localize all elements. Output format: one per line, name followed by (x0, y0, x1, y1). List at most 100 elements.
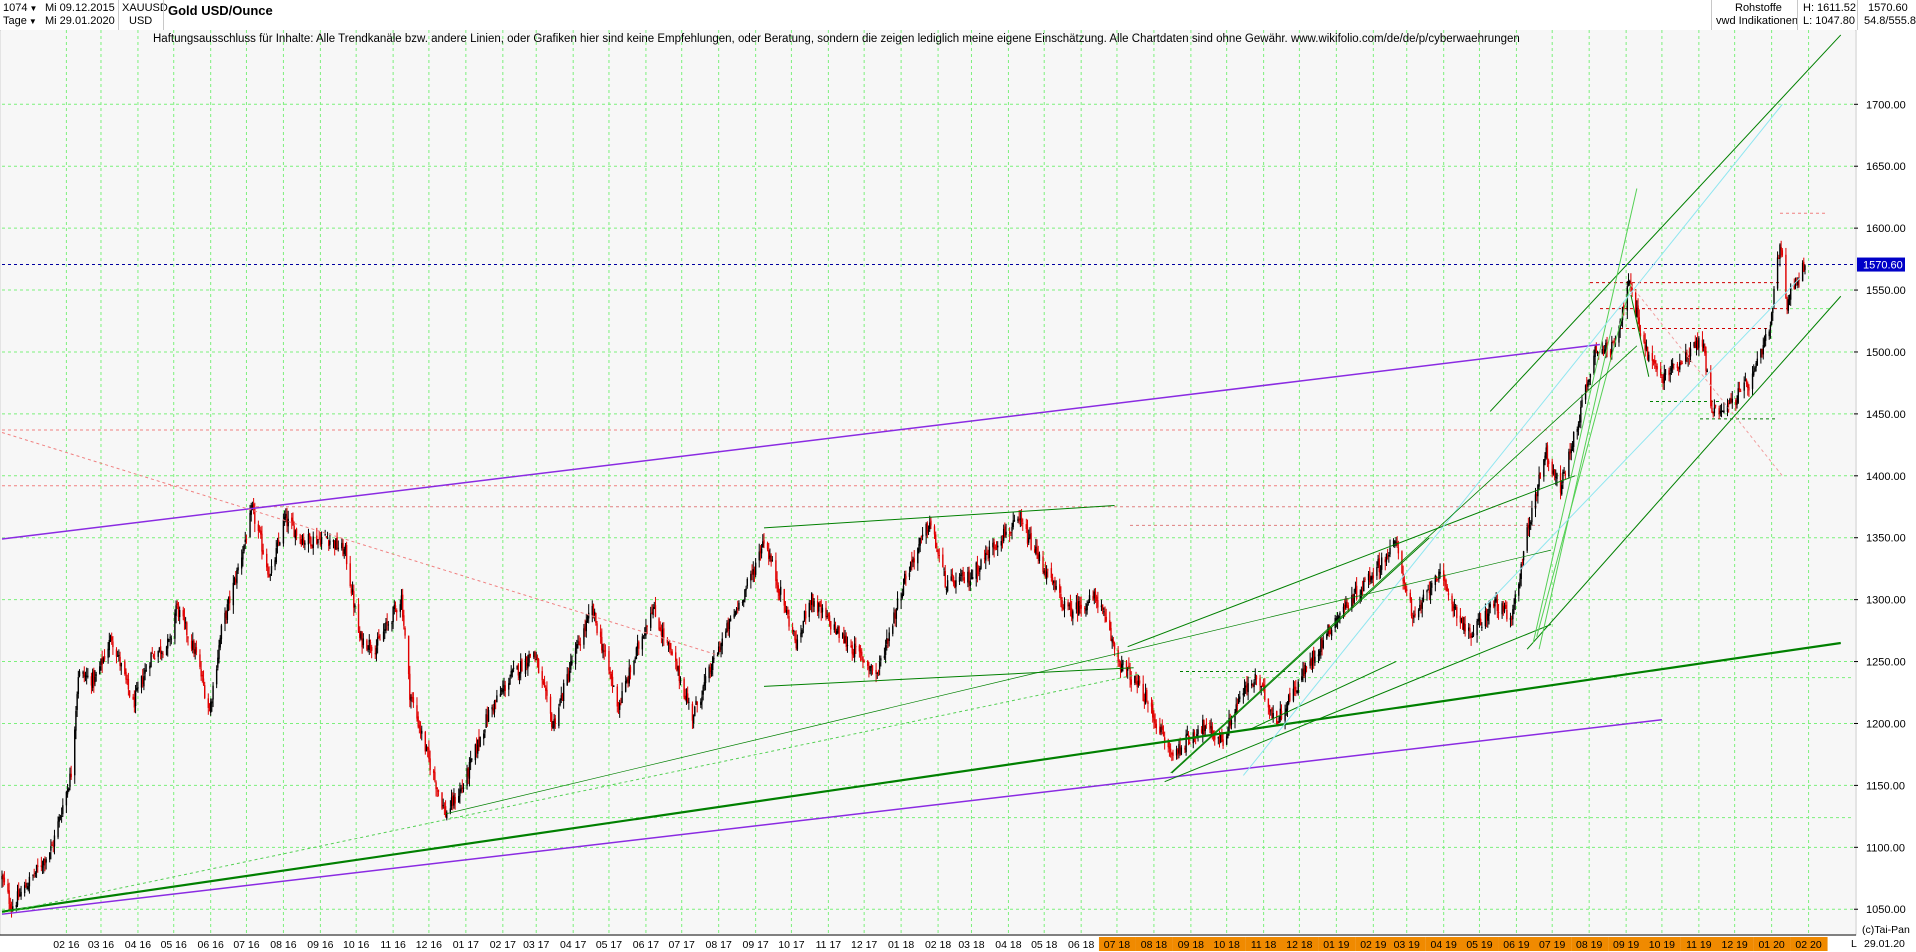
candle-body (995, 545, 998, 547)
candle-body (1202, 719, 1204, 735)
candle-body (44, 860, 46, 865)
candle-body (1695, 342, 1698, 348)
candle-body (401, 594, 404, 618)
candle-body (1471, 635, 1474, 638)
candle-body (1278, 717, 1280, 723)
candle-body (87, 675, 89, 677)
candle-body (1394, 541, 1396, 543)
candle-body (1729, 398, 1731, 404)
x-tick-highlight (1172, 937, 1210, 951)
candle-body (225, 611, 227, 619)
candle-body (709, 667, 712, 673)
candle-body (1786, 298, 1788, 310)
candle-body (933, 526, 936, 535)
candle-body (1272, 713, 1274, 719)
candle-body (300, 539, 303, 545)
x-tick-label: 09 16 (307, 939, 333, 951)
candle-body (387, 624, 390, 626)
x-tick-label: 04 17 (560, 939, 586, 951)
candle-body (244, 539, 246, 543)
candle-body (436, 787, 438, 790)
candle-body (240, 557, 243, 569)
candle-body (917, 548, 919, 564)
candle-body (918, 544, 920, 551)
candle-body (985, 552, 987, 561)
bar-count-selector[interactable]: 1074 ▼ (3, 2, 39, 15)
candle-body (293, 525, 295, 538)
candle-body (1010, 532, 1012, 534)
candle-body (1531, 507, 1533, 523)
candle-body (876, 672, 878, 674)
candle-body (1654, 360, 1656, 364)
candle-body (825, 607, 827, 618)
candle-body (670, 648, 672, 650)
trend-line (1170, 345, 1638, 774)
candle-body (1780, 246, 1782, 251)
candle-body (821, 607, 824, 613)
trend-line (1479, 277, 1801, 613)
candle-body (177, 604, 180, 617)
candle-body (1795, 282, 1798, 284)
candle-body (1713, 407, 1716, 414)
candle-body (1538, 474, 1540, 487)
candle-body (108, 639, 111, 651)
candle-body (102, 658, 105, 663)
candle-body (750, 573, 752, 581)
candle-body (226, 604, 229, 620)
candle-body (624, 681, 627, 692)
candle-body (646, 625, 648, 627)
x-tick-label: 08 19 (1576, 939, 1602, 951)
candle-body (120, 662, 122, 667)
candle-body (1781, 250, 1784, 256)
candle-body (684, 695, 686, 700)
candle-body (211, 701, 213, 704)
candle-body (341, 542, 343, 549)
x-tick-label: 03 16 (88, 939, 114, 951)
candle-body (900, 598, 902, 601)
candle-body (95, 674, 97, 676)
candle-body (1677, 367, 1680, 370)
candle-body (812, 594, 814, 607)
candle-body (841, 633, 844, 638)
candle-body (91, 672, 94, 688)
candle-body (109, 635, 112, 642)
x-tick-highlight (1680, 937, 1718, 951)
candle-body (308, 533, 311, 540)
candle-body (1143, 699, 1146, 702)
candle-body (410, 696, 412, 702)
period-selector[interactable]: Tage ▼ (3, 15, 39, 28)
candle-body (785, 610, 788, 614)
candle-body (1329, 631, 1332, 635)
candle-body (512, 667, 515, 669)
candle-body (1005, 531, 1007, 535)
candle-body (435, 782, 437, 790)
candle-body (1317, 654, 1320, 657)
candle-body (746, 578, 748, 587)
last-value: 1570.60 (1868, 2, 1908, 14)
candle-body (168, 639, 170, 641)
candle-body (887, 640, 889, 644)
candle-body (126, 678, 128, 680)
candle-body (667, 642, 670, 644)
candle-body (1760, 348, 1762, 358)
x-tick-label: 11 16 (380, 939, 406, 951)
candle-body (425, 746, 428, 752)
candle-body (993, 541, 995, 550)
candle-body (1428, 590, 1431, 594)
candle-body (1186, 733, 1189, 736)
candle-body (1494, 599, 1496, 607)
candle-body (84, 675, 87, 678)
candle-body (101, 656, 103, 665)
candle-body (551, 713, 553, 727)
candle-body (1646, 346, 1649, 360)
candle-body (1572, 431, 1575, 447)
candle-body (227, 598, 230, 604)
candle-body (48, 852, 51, 860)
candle-body (1535, 494, 1538, 497)
candle-body (124, 661, 126, 675)
candle-body (902, 585, 905, 595)
candle-body (1773, 288, 1775, 306)
candle-body (1663, 372, 1665, 384)
candle-body (1785, 254, 1787, 299)
